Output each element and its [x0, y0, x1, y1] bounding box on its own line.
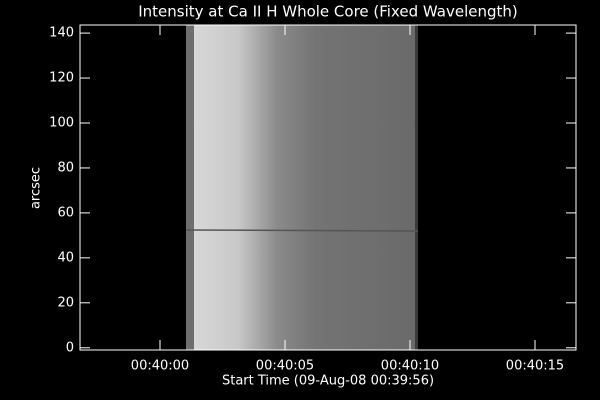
image-line — [185, 229, 419, 232]
x-tick-label: 00:40:05 — [256, 359, 314, 374]
x-tick-label: 00:40:15 — [506, 359, 564, 374]
y-tick-label: 140 — [49, 26, 74, 41]
y-tick-label: 60 — [57, 205, 74, 220]
y-tick-label: 0 — [66, 340, 74, 355]
image-edge — [186, 25, 194, 350]
image-edge — [415, 25, 418, 350]
y-tick-label: 80 — [57, 160, 74, 175]
x-axis-label: Start Time (09-Aug-08 00:39:56) — [222, 374, 434, 389]
y-tick-label: 40 — [57, 250, 74, 265]
y-tick-label: 20 — [57, 295, 74, 310]
x-tick-label: 00:40:10 — [381, 359, 439, 374]
y-tick-label: 120 — [49, 71, 74, 86]
y-axis-label: arcsec — [29, 167, 44, 209]
y-tick-label: 100 — [49, 115, 74, 130]
x-tick-label: 00:40:00 — [131, 359, 189, 374]
plot-frame — [79, 24, 577, 351]
intensity-image — [185, 25, 419, 350]
chart-title: Intensity at Ca II H Whole Core (Fixed W… — [138, 3, 517, 21]
image-body — [194, 25, 415, 350]
